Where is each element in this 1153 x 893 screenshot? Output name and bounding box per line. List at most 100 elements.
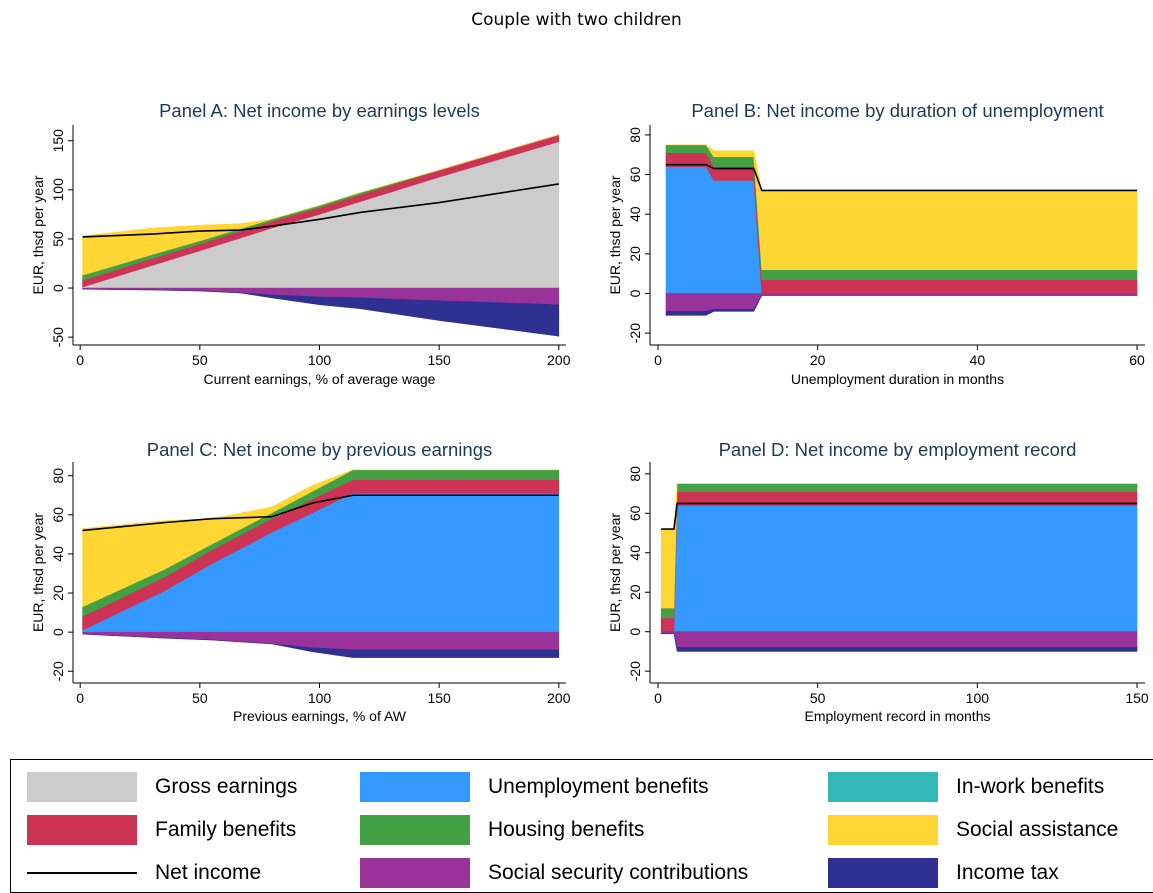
plot-area xyxy=(82,469,560,658)
legend-label: Unemployment benefits xyxy=(488,775,709,798)
legend-swatch xyxy=(27,815,137,845)
x-tick-label: 0 xyxy=(654,690,662,706)
y-tick-label: -50 xyxy=(50,327,66,347)
x-tick-label: 50 xyxy=(192,690,208,706)
y-axis-label: EUR, thsd per year xyxy=(607,513,623,632)
y-tick-label: -20 xyxy=(627,323,643,343)
x-tick-label: 200 xyxy=(547,690,571,706)
y-tick-label: 40 xyxy=(627,206,643,222)
x-axis-label: Current earnings, % of average wage xyxy=(204,371,436,387)
x-tick-label: 100 xyxy=(308,690,332,706)
social-area xyxy=(82,134,559,276)
ssc-area xyxy=(660,631,1138,648)
legend-item-inwork: In-work benefits xyxy=(828,772,1104,802)
x-tick-label: 50 xyxy=(810,690,826,706)
x-tick-label: 0 xyxy=(654,352,662,368)
x-tick-label: 150 xyxy=(1125,690,1149,706)
y-axis-label: EUR, thsd per year xyxy=(30,175,46,294)
y-tick-label: 20 xyxy=(627,246,643,262)
legend-item-family: Family benefits xyxy=(27,815,296,845)
net-income-line xyxy=(665,163,1138,192)
net-income-line xyxy=(82,494,559,532)
ssc-area xyxy=(82,631,560,651)
x-tick-label: 150 xyxy=(427,352,451,368)
x-tick-label: 40 xyxy=(970,352,986,368)
panel-b: 0 20 40 60 -20 0 20 40 60 80 Panel B: Net income b… xyxy=(607,100,1145,387)
x-tick-label: 0 xyxy=(76,690,84,706)
legend-item-tax: Income tax xyxy=(828,858,1059,888)
x-tick-label: 100 xyxy=(308,352,332,368)
x-tick-label: 60 xyxy=(1129,352,1145,368)
legend: Gross earnings Unemployment benefits In-wo… xyxy=(10,759,1153,893)
y-tick-label: 0 xyxy=(627,628,643,636)
x-axis-label: Previous earnings, % of AW xyxy=(233,708,407,724)
y-tick-label: 50 xyxy=(50,231,66,247)
legend-swatch xyxy=(360,815,470,845)
panel-title: Panel A: Net income by earnings levels xyxy=(159,100,480,121)
legend-label: Housing benefits xyxy=(488,818,645,841)
legend-label: In-work benefits xyxy=(956,775,1105,798)
panel-title: Panel D: Net income by employment record xyxy=(719,439,1077,460)
social-area xyxy=(665,144,1138,270)
legend-label: Social assistance xyxy=(956,818,1119,841)
x-tick-label: 20 xyxy=(810,352,826,368)
legend-swatch xyxy=(27,772,137,802)
panel-d: 0 50 100 150 -20 0 20 40 60 80 Panel D: Net income… xyxy=(607,439,1149,724)
y-tick-label: 150 xyxy=(50,129,66,153)
y-axis-label: EUR, thsd per year xyxy=(30,513,46,632)
x-tick-label: 200 xyxy=(547,352,571,368)
legend-swatch xyxy=(828,858,938,888)
x-tick-label: 0 xyxy=(76,352,84,368)
y-tick-label: -20 xyxy=(627,661,643,681)
panel-a: 0 50 100 150 200 -50 0 50 100 150 Panel A: Net inc… xyxy=(30,100,571,387)
tax-area xyxy=(82,633,560,658)
legend-label: Income tax xyxy=(956,861,1059,884)
y-tick-label: 100 xyxy=(50,178,66,202)
y-tick-label: 80 xyxy=(627,127,643,143)
plot-area xyxy=(660,483,1138,652)
y-tick-label: 0 xyxy=(627,289,643,297)
y-tick-label: 60 xyxy=(627,505,643,521)
figure-title: Couple with two children xyxy=(471,10,682,30)
x-axis-label: Unemployment duration in months xyxy=(791,371,1004,387)
y-tick-label: 40 xyxy=(627,545,643,561)
unemployment-area xyxy=(661,505,1138,632)
y-tick-label: 80 xyxy=(50,468,66,484)
legend-item-unemployment: Unemployment benefits xyxy=(360,772,709,802)
panel-c: 0 50 100 150 200 -20 0 20 40 60 80 Panel C: Net inc… xyxy=(30,439,571,724)
y-tick-label: 20 xyxy=(50,585,66,601)
legend-item-gross: Gross earnings xyxy=(27,772,297,802)
tax-area xyxy=(82,288,560,337)
legend-label: Gross earnings xyxy=(155,775,298,798)
social-area xyxy=(82,469,559,608)
x-tick-label: 150 xyxy=(427,690,451,706)
legend-label: Social security contributions xyxy=(488,861,749,884)
net-income-line xyxy=(82,183,559,238)
plot-area xyxy=(665,144,1138,316)
x-tick-label: 100 xyxy=(966,690,990,706)
legend-swatch xyxy=(828,772,938,802)
tax-area xyxy=(665,295,1138,316)
x-axis-label: Employment record in months xyxy=(805,708,991,724)
x-tick-label: 50 xyxy=(192,352,208,368)
y-tick-label: 40 xyxy=(50,546,66,562)
panel-title: Panel B: Net income by duration of unemp… xyxy=(691,100,1103,121)
legend-swatch xyxy=(27,858,137,888)
y-tick-label: 80 xyxy=(627,466,643,482)
ssc-area xyxy=(665,293,1138,312)
tax-area xyxy=(661,633,1138,652)
y-tick-label: 60 xyxy=(627,167,643,183)
legend-swatch xyxy=(828,815,938,845)
y-tick-label: 20 xyxy=(627,584,643,600)
legend-item-ssc: Social security contributions xyxy=(360,858,748,888)
panel-title: Panel C: Net income by previous earnings xyxy=(147,439,493,460)
y-axis-label: EUR, thsd per year xyxy=(607,175,623,294)
legend-label: Family benefits xyxy=(155,818,297,841)
legend-item-net: Net income xyxy=(27,858,261,888)
legend-item-social: Social assistance xyxy=(828,815,1118,845)
y-tick-label: 60 xyxy=(50,507,66,523)
y-tick-label: -20 xyxy=(50,661,66,681)
legend-swatch xyxy=(360,858,470,888)
legend-item-housing: Housing benefits xyxy=(360,815,644,845)
